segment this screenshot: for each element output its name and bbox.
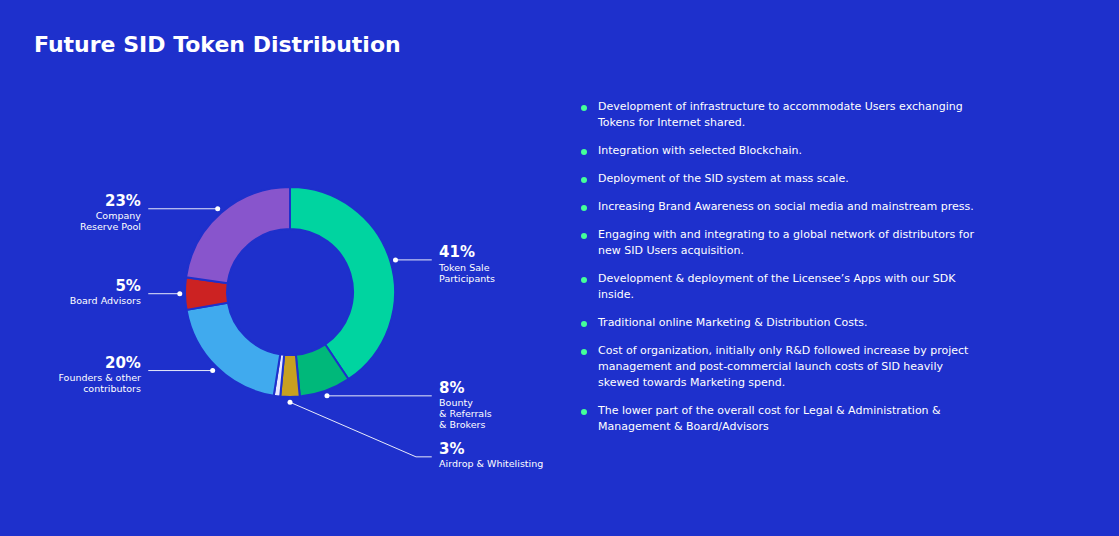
category-label-line: Token Sale — [438, 261, 490, 272]
bullet-text-line: Development & deployment of the Licensee… — [598, 272, 956, 285]
bullet-dot — [581, 277, 587, 283]
data-label: 23% — [105, 192, 141, 210]
bullet-text-line: new SID Users acquisition. — [598, 244, 744, 257]
category-label-line: contributors — [83, 383, 141, 394]
category-label-line: Board Advisors — [70, 295, 141, 306]
labels: 41%Token SaleParticipants 8%Bounty& Refer… — [58, 192, 543, 470]
leader-line — [395, 259, 431, 260]
leader-line — [290, 402, 432, 457]
bullet-text-line: Deployment of the SID system at mass sca… — [598, 172, 849, 185]
leader-dot — [210, 368, 215, 373]
bullet-dot — [581, 321, 587, 327]
data-label: 3% — [439, 440, 464, 458]
bullet-dot — [581, 233, 587, 239]
bullet-dot — [581, 149, 587, 155]
bullet-text: The lower part of the overall cost for L… — [597, 404, 941, 433]
bullet-text-line: inside. — [598, 288, 634, 301]
slice — [187, 303, 281, 396]
bullet-text: Traditional online Marketing & Distribut… — [597, 316, 868, 329]
title: Future SID Token Distribution — [34, 32, 401, 57]
bullet-text-line: Increasing Brand Awareness on social med… — [598, 200, 974, 213]
bullet-text-line: Engaging with and integrating to a globa… — [598, 228, 974, 241]
bullet-text: Integration with selected Blockchain. — [598, 144, 802, 157]
category-label: Airdrop & Whitelisting — [439, 458, 543, 469]
bullet-dot — [581, 349, 587, 355]
chart: Future SID Token Distribution 41%Token Sa… — [0, 0, 1119, 536]
bullet-text-line: The lower part of the overall cost for L… — [597, 404, 941, 417]
slice — [296, 344, 349, 396]
bullets: Development of infrastructure to accommo… — [581, 100, 974, 433]
category-label-line: & Brokers — [439, 419, 485, 430]
bullet-text-line: Traditional online Marketing & Distribut… — [597, 316, 868, 329]
data-label: 20% — [105, 354, 141, 372]
data-label: 41% — [439, 243, 475, 261]
bullet-text-line: skewed towards Marketing spend. — [598, 376, 785, 389]
bullet-text: Engaging with and integrating to a globa… — [598, 228, 974, 257]
bullet-text: Development & deployment of the Licensee… — [598, 272, 956, 301]
leader-dot — [215, 206, 220, 211]
leader-line — [148, 208, 217, 209]
category-label: Board Advisors — [70, 295, 141, 306]
leader-dot — [324, 393, 329, 398]
bullet-text-line: Integration with selected Blockchain. — [598, 144, 802, 157]
category-label: Bounty& Referrals& Brokers — [439, 397, 492, 430]
bullet-text: Increasing Brand Awareness on social med… — [598, 200, 974, 213]
category-label-line: Company — [96, 210, 142, 221]
leader-line — [148, 293, 180, 294]
leader-dot — [393, 257, 398, 262]
bullet-text: Deployment of the SID system at mass sca… — [598, 172, 849, 185]
bullet-text-line: Tokens for Internet shared. — [597, 116, 745, 129]
category-label: Token SaleParticipants — [438, 261, 495, 283]
category-label-line: Participants — [439, 272, 495, 283]
bullet-text-line: Development of infrastructure to accommo… — [598, 100, 963, 113]
slice — [186, 187, 290, 283]
bullet-text-line: Cost of organization, initially only R&D… — [598, 344, 969, 357]
bullet-dot — [581, 409, 587, 415]
category-label-line: Airdrop & Whitelisting — [439, 458, 543, 469]
category-label-line: Reserve Pool — [80, 221, 141, 232]
background — [0, 0, 1119, 536]
category-label-line: Bounty — [439, 397, 473, 408]
bullet-text-line: management and post-commercial launch co… — [598, 360, 943, 373]
leader-dot — [288, 400, 293, 405]
data-label: 8% — [439, 379, 464, 397]
bullet-dot — [581, 105, 587, 111]
category-label-line: Founders & other — [58, 372, 141, 383]
bullet-dot — [581, 177, 587, 183]
bullet-text-line: Management & Board/Advisors — [598, 420, 769, 433]
category-label-line: & Referrals — [439, 408, 492, 419]
leader-line — [148, 370, 212, 371]
category-label: CompanyReserve Pool — [80, 210, 141, 232]
slice — [290, 187, 395, 379]
category-label: Founders & othercontributors — [58, 372, 141, 394]
leader-dot — [177, 291, 182, 296]
bullet-text: Development of infrastructure to accommo… — [597, 100, 963, 129]
bullet-dot — [581, 205, 587, 211]
bullet-text: Cost of organization, initially only R&D… — [598, 344, 969, 389]
data-label: 5% — [115, 277, 140, 295]
donut: 41%Token SaleParticipants 8%Bounty& Refer… — [58, 187, 543, 469]
leader-line — [327, 395, 432, 396]
